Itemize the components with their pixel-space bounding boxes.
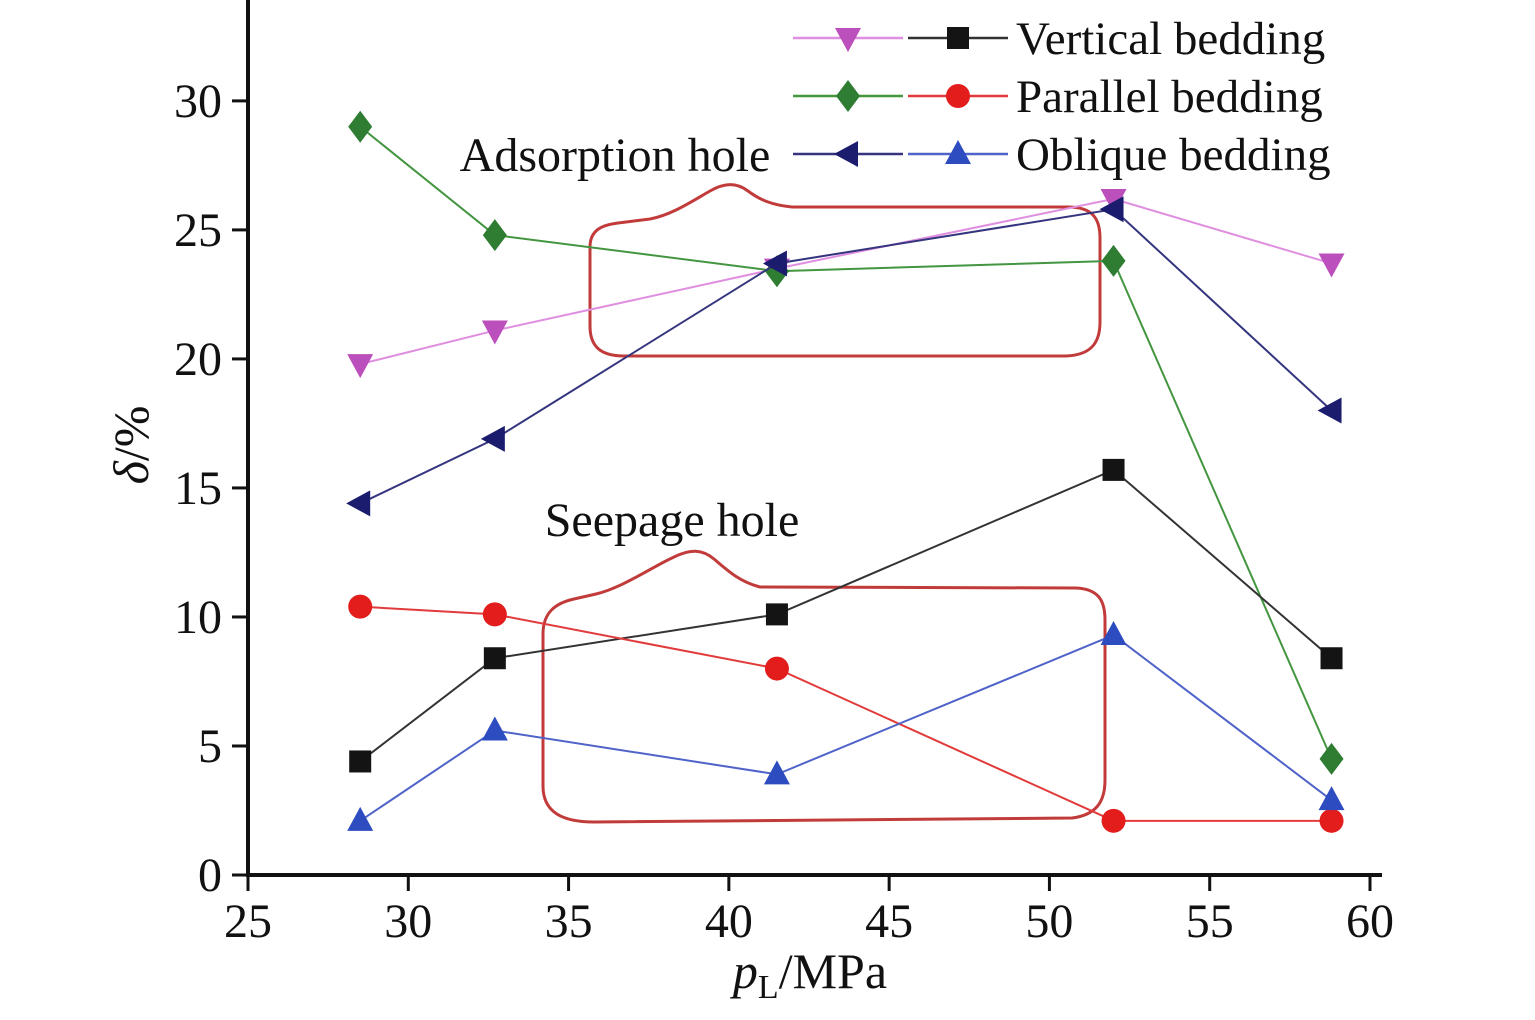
legend-label: Oblique bedding <box>1016 129 1331 181</box>
series-vertical-bedding-seepage <box>349 458 1343 773</box>
x-tick-label: 30 <box>384 895 432 948</box>
x-axis-label: pL/MPa <box>730 943 887 1006</box>
y-tick-label: 5 <box>198 720 222 773</box>
series-oblique-bedding-seepage <box>347 621 1345 831</box>
y-axis-label: δ/% <box>103 406 159 485</box>
triangle-down-marker <box>481 320 508 345</box>
y-tick-label: 20 <box>174 333 222 386</box>
circle-marker <box>946 84 970 108</box>
y-tick-label: 30 <box>174 75 222 128</box>
triangle-down-marker <box>1100 188 1127 213</box>
seepage-hole-outline <box>541 549 1107 824</box>
triangle-down-marker <box>347 354 374 379</box>
triangle-up-marker <box>481 716 508 741</box>
series-line <box>360 605 1332 822</box>
legend-label: Vertical bedding <box>1016 13 1325 65</box>
square-marker <box>1102 458 1125 481</box>
x-tick-label: 55 <box>1186 895 1234 948</box>
square-marker <box>483 647 506 670</box>
circle-marker <box>1319 808 1344 833</box>
plot-area: 25 30 35 40 45 50 55 60 0 5 10 15 20 25 30 <box>174 0 1394 948</box>
x-tick-label: 45 <box>865 895 913 948</box>
series-parallel-bedding-seepage <box>348 594 1344 833</box>
circle-marker <box>764 656 789 681</box>
circle-marker <box>1101 808 1126 833</box>
x-tick-label: 50 <box>1025 895 1073 948</box>
triangle-down-marker <box>1318 253 1345 278</box>
triangle-up-marker <box>1318 786 1345 811</box>
triangle-up-marker <box>945 140 971 164</box>
triangle-left-marker <box>346 490 371 517</box>
x-tick-label: 60 <box>1346 895 1394 948</box>
series-oblique-bedding-adsorption <box>346 196 1342 517</box>
square-marker <box>947 27 969 49</box>
triangle-down-marker <box>835 28 861 52</box>
series-line <box>359 125 1333 760</box>
y-tick-label: 25 <box>174 204 222 257</box>
square-marker <box>1320 647 1343 670</box>
diamond-marker <box>1101 244 1126 277</box>
series-line <box>359 197 1332 366</box>
diamond-marker <box>348 110 373 143</box>
adsorption-hole-label: Adsorption hole <box>460 129 771 182</box>
legend-label: Parallel bedding <box>1016 71 1323 123</box>
legend-row-0: Vertical bedding <box>793 13 1325 65</box>
adsorption-hole-outline <box>588 183 1102 358</box>
y-tick-label: 15 <box>174 462 222 515</box>
x-tick-label: 35 <box>545 895 593 948</box>
x-tick-label: 25 <box>224 895 272 948</box>
seepage-hole-label: Seepage hole <box>545 494 800 547</box>
diamond-marker <box>836 80 860 112</box>
diamond-marker <box>1319 742 1344 775</box>
square-marker <box>349 750 372 773</box>
circle-marker <box>348 594 373 619</box>
triangle-up-marker <box>763 760 790 785</box>
diamond-marker <box>482 219 507 252</box>
y-tick-label: 10 <box>174 591 222 644</box>
y-tick-label: 0 <box>198 849 222 902</box>
series-parallel-bedding-adsorption <box>348 110 1344 775</box>
legend-row-1: Parallel bedding <box>793 71 1323 123</box>
legend-row-2: Oblique bedding <box>793 129 1331 181</box>
square-marker <box>765 603 788 626</box>
triangle-left-marker <box>834 141 858 167</box>
circle-marker <box>482 602 507 627</box>
x-tick-label: 40 <box>705 895 753 948</box>
triangle-left-marker <box>1099 196 1124 223</box>
series-line <box>359 633 1333 822</box>
triangle-left-marker <box>480 425 505 452</box>
triangle-up-marker <box>1100 621 1127 646</box>
legend: Vertical bedding Parallel bedding Oblique … <box>793 13 1331 181</box>
triangle-left-marker <box>1317 397 1342 424</box>
triangle-up-marker <box>347 806 374 831</box>
triangle-left-marker <box>762 250 787 277</box>
